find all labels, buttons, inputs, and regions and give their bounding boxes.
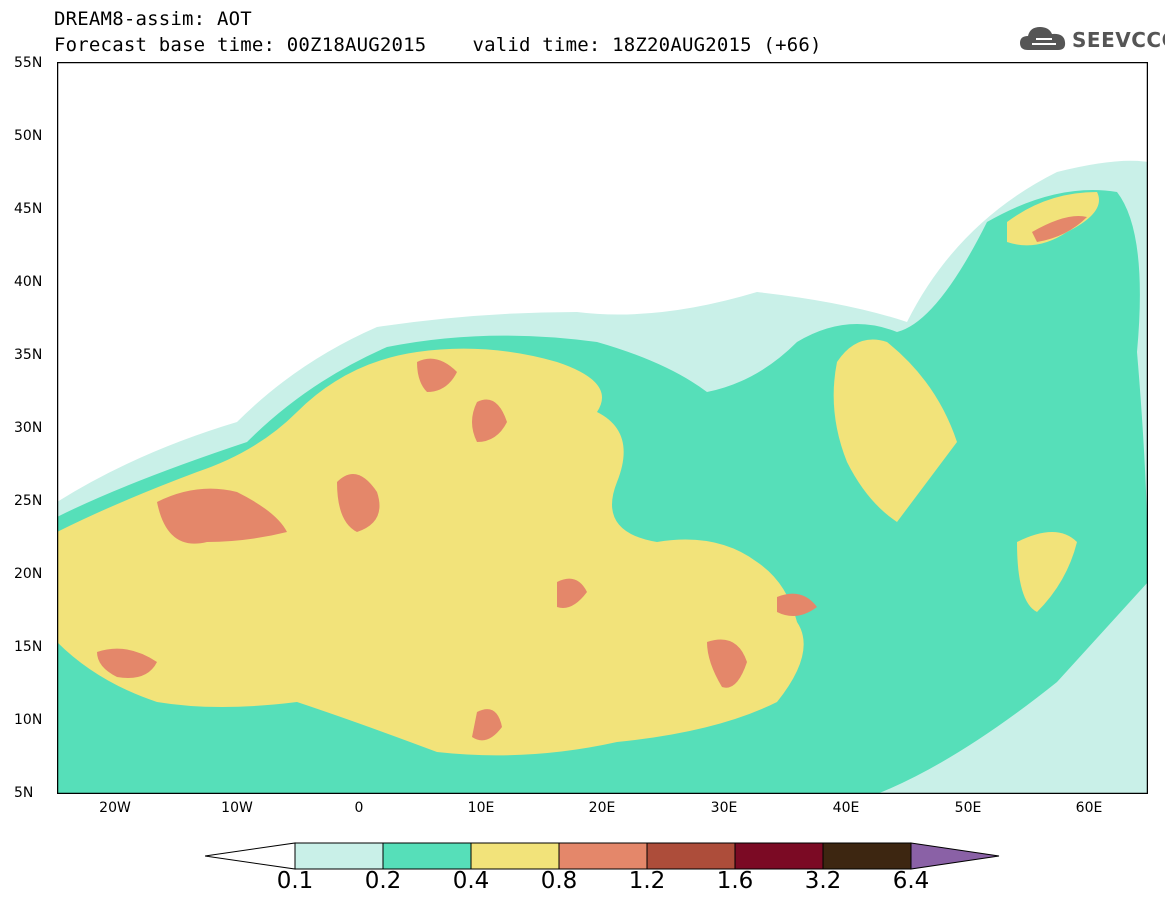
cloud-logo-icon bbox=[1020, 27, 1066, 50]
map-canvas bbox=[57, 62, 1148, 794]
colorbar-label: 0.1 bbox=[276, 868, 314, 894]
colorbar-swatch-0.4 bbox=[470, 842, 560, 870]
title-line-2: Forecast base time: 00Z18AUG2015 valid ti… bbox=[54, 34, 822, 56]
colorbar-label: 0.2 bbox=[364, 868, 402, 894]
lon-label: 20E bbox=[588, 800, 616, 816]
colorbar-swatch-3.2 bbox=[822, 842, 912, 870]
colorbar-swatch-1.2 bbox=[646, 842, 736, 870]
lat-label: 45N bbox=[14, 201, 43, 217]
lat-label: 15N bbox=[14, 639, 43, 655]
colorbar-swatch-0.1 bbox=[294, 842, 384, 870]
logo-text: SEEVCCC bbox=[1072, 28, 1165, 52]
lat-label: 10N bbox=[14, 712, 43, 728]
colorbar-swatch-0.8 bbox=[558, 842, 648, 870]
colorbar-swatch-0.2 bbox=[382, 842, 472, 870]
lon-label: 10E bbox=[467, 800, 495, 816]
lon-label: 10W bbox=[221, 800, 253, 816]
title-line-1: DREAM8-assim: AOT bbox=[54, 8, 252, 30]
lat-label: 25N bbox=[14, 493, 43, 509]
lon-label: 30E bbox=[710, 800, 738, 816]
base-time: Forecast base time: 00Z18AUG2015 bbox=[54, 34, 427, 56]
colorbar-label: 3.2 bbox=[804, 868, 842, 894]
colorbar bbox=[205, 842, 1000, 870]
colorbar-label: 0.4 bbox=[452, 868, 490, 894]
lon-label: 20W bbox=[99, 800, 131, 816]
lat-label: 30N bbox=[14, 420, 43, 436]
aot-map bbox=[57, 62, 1148, 794]
lat-label: 40N bbox=[14, 274, 43, 290]
colorbar-label: 1.6 bbox=[716, 868, 754, 894]
colorbar-label: 0.8 bbox=[540, 868, 578, 894]
colorbar-label: 6.4 bbox=[892, 868, 930, 894]
lat-label: 5N bbox=[14, 785, 34, 801]
valid-time: valid time: 18Z20AUG2015 (+66) bbox=[472, 34, 822, 56]
lon-label: 60E bbox=[1075, 800, 1103, 816]
aot-band-0.4 bbox=[57, 348, 804, 756]
seevccc-logo: SEEVCCC bbox=[1018, 22, 1165, 56]
lat-label: 55N bbox=[14, 55, 43, 71]
lat-label: 20N bbox=[14, 566, 43, 582]
lat-label: 35N bbox=[14, 347, 43, 363]
lon-label: 40E bbox=[832, 800, 860, 816]
colorbar-low-arrow bbox=[205, 842, 296, 870]
aot-band-0.8 bbox=[157, 488, 287, 544]
colorbar-high-arrow bbox=[910, 842, 1000, 870]
lon-label: 50E bbox=[954, 800, 982, 816]
lon-label: 0 bbox=[354, 800, 364, 816]
colorbar-label: 1.2 bbox=[628, 868, 666, 894]
colorbar-swatch-1.6 bbox=[734, 842, 824, 870]
lat-label: 50N bbox=[14, 128, 43, 144]
